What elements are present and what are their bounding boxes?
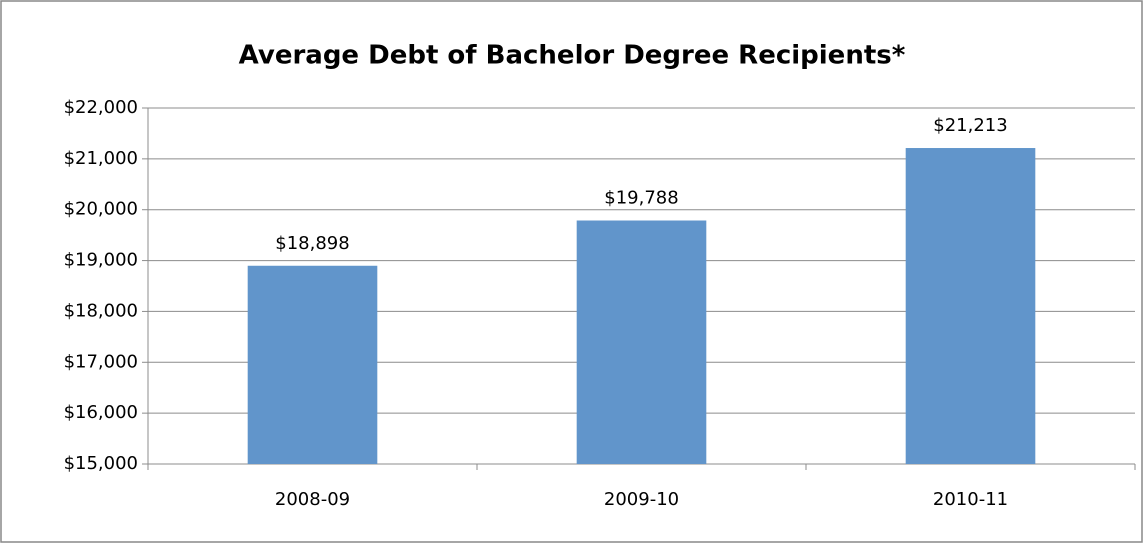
- y-tick-label: $20,000: [64, 199, 138, 220]
- y-tick-label: $18,000: [64, 300, 138, 321]
- y-tick-label: $16,000: [64, 402, 138, 423]
- y-tick-label: $22,000: [64, 97, 138, 118]
- x-tick-label: 2010-11: [933, 489, 1008, 510]
- data-label: $18,898: [275, 233, 349, 254]
- bar: [576, 220, 707, 464]
- bar: [247, 265, 378, 464]
- chart-title: Average Debt of Bachelor Degree Recipien…: [239, 41, 906, 71]
- y-tick-label: $17,000: [64, 351, 138, 372]
- data-label: $21,213: [933, 115, 1007, 136]
- x-tick-label: 2008-09: [275, 489, 350, 510]
- data-label: $19,788: [604, 187, 678, 208]
- y-tick-label: $19,000: [64, 250, 138, 271]
- bar: [905, 148, 1036, 464]
- y-tick-label: $21,000: [64, 148, 138, 169]
- y-tick-label: $15,000: [64, 453, 138, 474]
- x-tick-label: 2009-10: [604, 489, 679, 510]
